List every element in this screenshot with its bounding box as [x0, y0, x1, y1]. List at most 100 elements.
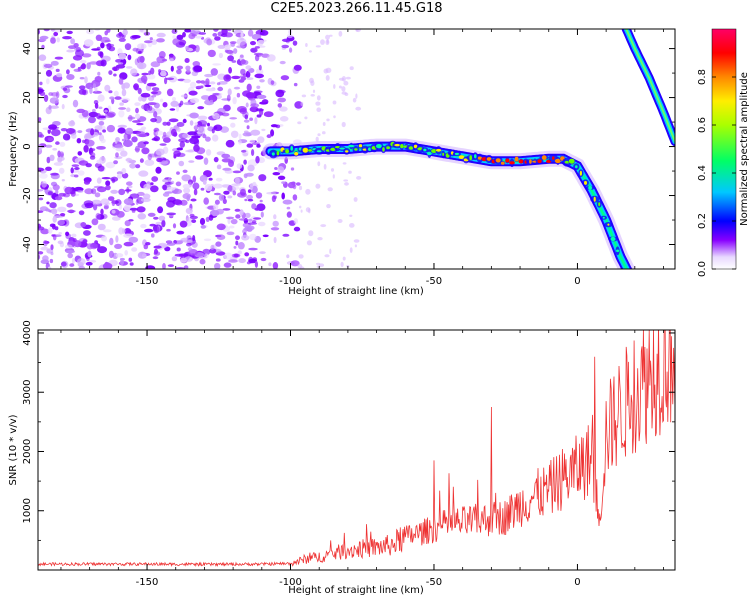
noise-blob: [209, 99, 214, 104]
signal-hot-blob: [537, 159, 542, 164]
noise-blob: [51, 208, 58, 215]
noise-blob: [117, 62, 124, 65]
noise-blob: [170, 128, 177, 137]
snr-x-tick-label: -50: [426, 577, 442, 588]
noise-blob: [79, 85, 86, 90]
noise-blob: [185, 149, 195, 153]
noise-blob: [355, 29, 359, 32]
noise-blob: [216, 164, 222, 170]
noise-blob: [292, 184, 297, 190]
noise-blob: [188, 33, 196, 40]
noise-blob: [343, 80, 349, 86]
noise-blob: [316, 262, 321, 265]
noise-blob: [258, 64, 262, 71]
noise-blob: [239, 54, 244, 58]
noise-blob: [167, 264, 174, 267]
noise-blob: [214, 199, 220, 205]
noise-blob: [187, 247, 193, 251]
signal-hot-blob: [454, 152, 459, 156]
noise-blob: [201, 95, 210, 100]
noise-blob: [46, 78, 50, 85]
noise-blob: [244, 252, 250, 257]
noise-blob: [134, 145, 140, 153]
noise-blob: [141, 253, 147, 258]
noise-blob: [148, 105, 153, 111]
noise-blob: [191, 219, 197, 224]
noise-blob: [180, 94, 188, 98]
noise-blob: [38, 189, 44, 192]
noise-blob: [312, 89, 316, 94]
noise-blob: [183, 265, 189, 269]
noise-blob: [286, 206, 291, 210]
noise-blob: [118, 52, 127, 60]
noise-blob: [238, 258, 246, 264]
signal-hot-blob: [348, 144, 355, 148]
noise-blob: [49, 154, 55, 161]
noise-blob: [55, 91, 60, 99]
signal-hot-blob: [435, 148, 442, 152]
noise-blob: [115, 235, 119, 243]
noise-blob: [338, 77, 345, 81]
colorbar-tick-label: 0.8: [697, 69, 708, 85]
noise-blob: [185, 139, 190, 144]
noise-blob: [131, 247, 138, 252]
noise-blob: [47, 266, 52, 269]
noise-blob: [229, 117, 238, 120]
noise-blob: [38, 223, 42, 229]
noise-blob: [125, 158, 133, 162]
colorbar-frame: [711, 28, 737, 270]
noise-blob: [176, 65, 183, 70]
noise-blob: [159, 143, 167, 146]
noise-blob: [90, 148, 96, 152]
noise-blob: [55, 189, 59, 195]
noise-blob: [211, 128, 215, 134]
noise-blob: [301, 94, 307, 98]
noise-blob: [209, 81, 216, 85]
noise-blob: [127, 54, 132, 61]
noise-blob: [355, 93, 358, 99]
noise-blob: [111, 199, 116, 207]
noise-blob: [141, 147, 150, 155]
noise-blob: [157, 206, 164, 214]
noise-blob: [213, 124, 223, 132]
noise-blob: [202, 134, 207, 139]
noise-blob: [212, 63, 221, 66]
noise-blob: [97, 165, 105, 172]
noise-blob: [341, 91, 347, 95]
noise-blob: [178, 160, 185, 167]
noise-blob: [178, 138, 188, 143]
noise-blob: [281, 181, 286, 184]
noise-blob: [239, 209, 244, 216]
noise-blob: [40, 246, 49, 251]
noise-blob: [310, 94, 315, 97]
signal-hot-blob: [575, 165, 578, 169]
noise-blob: [45, 166, 52, 171]
noise-blob: [110, 189, 119, 194]
noise-blob: [91, 199, 102, 205]
spectrogram-panel: -150 -100 -50 0 -40 -20 0 20 40 Frequency (Hz) H…: [8, 28, 676, 297]
noise-blob: [127, 44, 131, 50]
noise-blob: [266, 191, 277, 195]
noise-blob: [85, 261, 93, 266]
noise-blob: [103, 205, 109, 210]
noise-blob: [218, 194, 225, 201]
noise-blob: [104, 84, 111, 92]
noise-blob: [122, 29, 128, 36]
noise-blob: [86, 29, 95, 35]
noise-blob: [96, 177, 102, 184]
noise-blob: [92, 203, 98, 211]
noise-blob: [232, 170, 242, 174]
noise-blob: [54, 226, 59, 231]
noise-blob: [182, 169, 188, 173]
signal-hot-blob: [386, 146, 390, 150]
noise-blob: [343, 179, 349, 182]
noise-blob: [72, 238, 77, 243]
noise-blob: [96, 159, 103, 165]
noise-blob: [123, 198, 134, 206]
noise-blob: [213, 183, 223, 189]
noise-blob: [200, 187, 205, 191]
noise-blob: [185, 45, 190, 51]
signal-hot-blob: [486, 157, 492, 161]
noise-blob: [97, 71, 101, 76]
noise-blob: [82, 89, 87, 96]
